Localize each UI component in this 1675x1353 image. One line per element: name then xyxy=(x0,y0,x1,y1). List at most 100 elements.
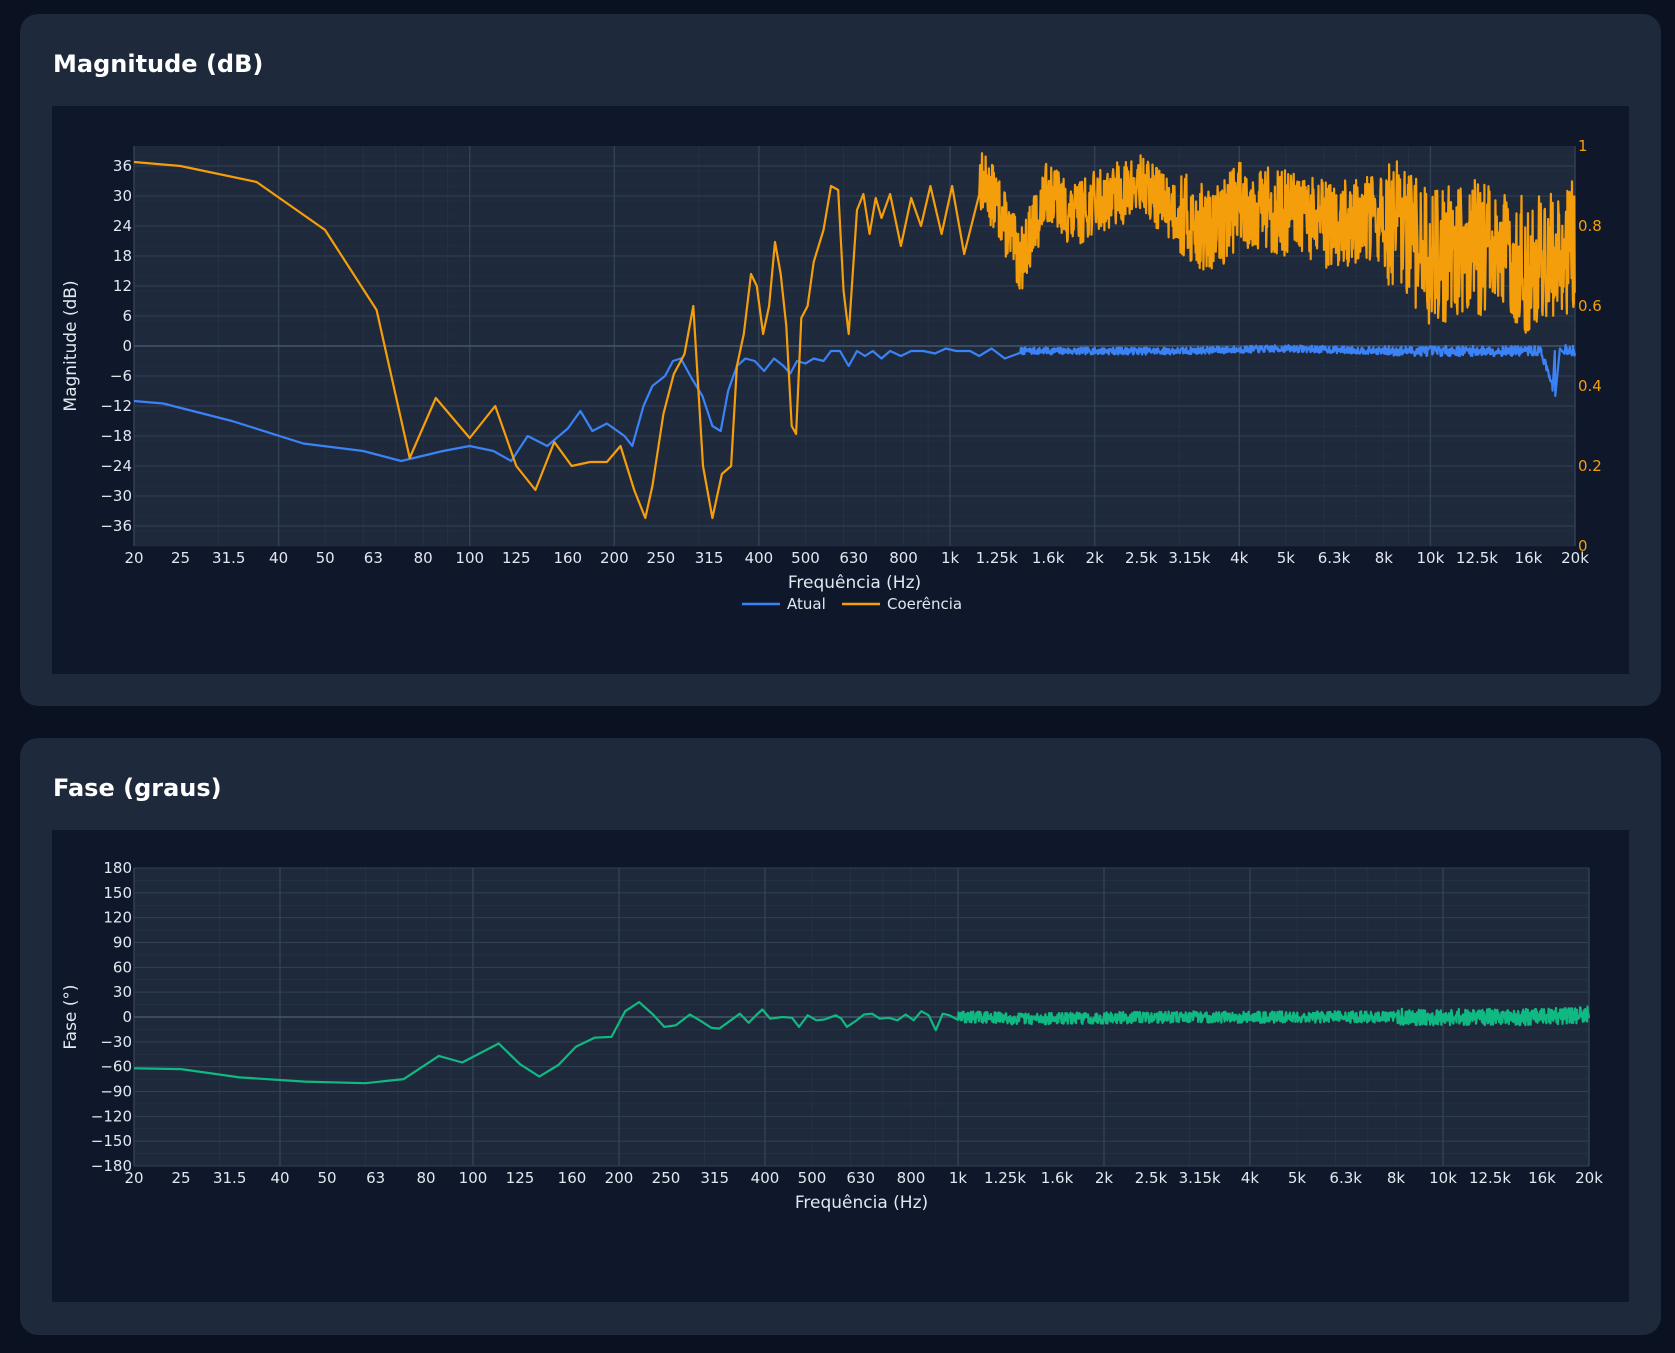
x-tick-label: 400 xyxy=(751,1169,780,1187)
x-tick-label: 10k xyxy=(1429,1169,1457,1187)
x-tick-label: 2k xyxy=(1095,1169,1114,1187)
y-tick-label: −60 xyxy=(100,1058,132,1076)
x-tick-label: 10k xyxy=(1417,549,1445,567)
x-tick-label: 800 xyxy=(889,549,918,567)
magnitude-card: Magnitude (dB) 20 25 31.5 40 50 63 80 100 125 160… xyxy=(20,14,1661,706)
x-tick-label: 5k xyxy=(1277,549,1296,567)
x-tick-label: 3.15k xyxy=(1179,1169,1221,1187)
x-tick-label: 16k xyxy=(1515,549,1543,567)
magnitude-card-title: Magnitude (dB) xyxy=(53,50,264,78)
series-atual-line xyxy=(133,344,1577,463)
x-tick-label: 200 xyxy=(605,1169,634,1187)
x-tick-label: 1.25k xyxy=(984,1169,1026,1187)
x-tick-label: 1k xyxy=(949,1169,968,1187)
x-tick-label: 50 xyxy=(317,1169,336,1187)
x-tick-label: 3.15k xyxy=(1168,549,1210,567)
x-tick-label: 315 xyxy=(695,549,724,567)
y-tick-label: −36 xyxy=(100,517,132,535)
x-tick-label: 50 xyxy=(316,549,335,567)
x-tick-label: 160 xyxy=(558,1169,587,1187)
x-tick-label: 630 xyxy=(839,549,868,567)
y-tick-label: 36 xyxy=(113,157,132,175)
phase-card-title: Fase (graus) xyxy=(53,774,222,802)
x-tick-label: 8k xyxy=(1387,1169,1406,1187)
x-tick-label: 40 xyxy=(269,549,288,567)
x-tick-label: 63 xyxy=(366,1169,385,1187)
phase-chart-container: 20 25 31.5 40 50 63 80 100 125 160 200 250 315 400 500… xyxy=(52,830,1629,1302)
x-tick-label: 20 xyxy=(124,1169,143,1187)
x-tick-label: 4k xyxy=(1230,549,1249,567)
x-tick-label: 20k xyxy=(1575,1169,1603,1187)
x-tick-label: 500 xyxy=(798,1169,827,1187)
legend-coerencia-label: Coerência xyxy=(887,595,962,613)
x-tick-label: 8k xyxy=(1375,549,1394,567)
x-tick-label: 1.25k xyxy=(976,549,1018,567)
magnitude-chart[interactable]: 20 25 31.5 40 50 63 80 100 125 160 200 250 315 400 500… xyxy=(52,106,1629,674)
x-tick-label: 160 xyxy=(553,549,582,567)
y-tick-label: 30 xyxy=(113,983,132,1001)
x-tick-label: 1.6k xyxy=(1032,549,1065,567)
x-tick-label: 12.5k xyxy=(1456,549,1498,567)
y-axis-title: Magnitude (dB) xyxy=(61,280,81,411)
x-tick-label: 5k xyxy=(1288,1169,1307,1187)
x-tick-label: 63 xyxy=(364,549,383,567)
x-tick-label: 500 xyxy=(791,549,820,567)
y-tick-label: −24 xyxy=(100,457,132,475)
y-tick-label: −150 xyxy=(91,1132,132,1150)
x-tick-label: 1.6k xyxy=(1041,1169,1074,1187)
y-tick-label: −18 xyxy=(100,427,132,445)
y-tick-label: 0 xyxy=(122,337,132,355)
phase-card: Fase (graus) 20 25 31.5 40 50 63 80 100 125 160 20… xyxy=(20,738,1661,1335)
x-tick-label: 1k xyxy=(941,549,960,567)
x-tick-label: 31.5 xyxy=(212,549,245,567)
x-tick-label: 315 xyxy=(700,1169,729,1187)
y-tick-label: 180 xyxy=(103,859,132,877)
legend-atual-label: Atual xyxy=(787,595,826,613)
y-tick-label: −12 xyxy=(100,397,132,415)
x-tick-label: 2.5k xyxy=(1125,549,1158,567)
x-tick-label: 6.3k xyxy=(1329,1169,1362,1187)
y2-tick-label: 1 xyxy=(1578,137,1588,155)
x-tick-label: 25 xyxy=(171,1169,190,1187)
y-tick-label: −30 xyxy=(100,1033,132,1051)
x-tick-label: 400 xyxy=(745,549,774,567)
y-tick-label: 0 xyxy=(122,1008,132,1026)
y-tick-label: −30 xyxy=(100,487,132,505)
y2-tick-label: 0.8 xyxy=(1578,217,1602,235)
x-tick-label: 80 xyxy=(416,1169,435,1187)
x-tick-label: 31.5 xyxy=(213,1169,246,1187)
x-tick-label: 100 xyxy=(459,1169,488,1187)
y-tick-label: 90 xyxy=(113,934,132,952)
y-tick-label: −6 xyxy=(110,367,132,385)
y-tick-label: −90 xyxy=(100,1083,132,1101)
y2-tick-label: 0.6 xyxy=(1578,297,1602,315)
series-fase-line xyxy=(133,1001,1590,1085)
major-grid xyxy=(133,867,1590,1167)
x-tick-label: 800 xyxy=(897,1169,926,1187)
x-tick-label: 20k xyxy=(1561,549,1589,567)
y-tick-label: 30 xyxy=(113,187,132,205)
x-tick-label: 4k xyxy=(1241,1169,1260,1187)
y-tick-label: 150 xyxy=(103,884,132,902)
series-coerencia-line xyxy=(133,152,1576,520)
y2-tick-label: 0.2 xyxy=(1578,457,1602,475)
x-tick-label: 16k xyxy=(1528,1169,1556,1187)
y2-tick-label: 0 xyxy=(1578,537,1588,555)
y-tick-label: 6 xyxy=(122,307,132,325)
x-tick-label: 200 xyxy=(600,549,629,567)
x-tick-label: 20 xyxy=(124,549,143,567)
x-tick-label: 80 xyxy=(414,549,433,567)
x-tick-label: 6.3k xyxy=(1318,549,1351,567)
x-tick-label: 25 xyxy=(171,549,190,567)
x-tick-label: 2k xyxy=(1086,549,1105,567)
phase-chart[interactable]: 20 25 31.5 40 50 63 80 100 125 160 200 250 315 400 500… xyxy=(52,830,1629,1302)
y-tick-label: 18 xyxy=(113,247,132,265)
x-tick-label: 40 xyxy=(270,1169,289,1187)
x-axis-title: Frequência (Hz) xyxy=(788,573,921,593)
legend: Atual Coerência xyxy=(742,595,962,613)
y2-tick-label: 0.4 xyxy=(1578,377,1602,395)
x-tick-label: 100 xyxy=(455,549,484,567)
y-tick-label: 12 xyxy=(113,277,132,295)
y-tick-label: 60 xyxy=(113,958,132,976)
magnitude-chart-container: 20 25 31.5 40 50 63 80 100 125 160 200 250 315 400 500… xyxy=(52,106,1629,674)
